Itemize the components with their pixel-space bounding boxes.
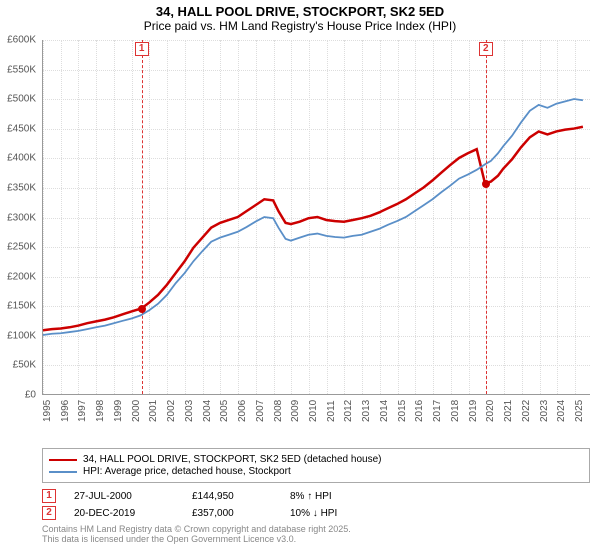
- sale-marker-box: 2: [479, 42, 493, 56]
- legend-swatch: [49, 459, 77, 461]
- sale-marker-line: [486, 40, 487, 394]
- y-tick-label: £350K: [7, 182, 36, 193]
- x-tick-label: 2009: [290, 400, 301, 422]
- chart-container: 34, HALL POOL DRIVE, STOCKPORT, SK2 5ED …: [0, 0, 600, 560]
- x-tick-label: 2021: [503, 400, 514, 422]
- sale-dot: [138, 305, 146, 313]
- y-axis: £0£50K£100K£150K£200K£250K£300K£350K£400…: [0, 40, 40, 395]
- legend-box: 34, HALL POOL DRIVE, STOCKPORT, SK2 5ED …: [42, 448, 590, 483]
- x-tick-label: 2017: [432, 400, 443, 422]
- y-tick-label: £50K: [13, 360, 36, 371]
- sale-number-box: 2: [42, 506, 56, 520]
- legend-label: 34, HALL POOL DRIVE, STOCKPORT, SK2 5ED …: [83, 454, 381, 465]
- x-tick-label: 2008: [273, 400, 284, 422]
- x-tick-label: 2006: [237, 400, 248, 422]
- x-tick-label: 2007: [255, 400, 266, 422]
- y-tick-label: £500K: [7, 94, 36, 105]
- x-tick-label: 2016: [414, 400, 425, 422]
- attribution-line2: This data is licensed under the Open Gov…: [42, 534, 590, 544]
- x-axis: 1995 1996 1997 1998 1999 2000 2001 2002 2003 2004…: [42, 398, 590, 448]
- title-block: 34, HALL POOL DRIVE, STOCKPORT, SK2 5ED …: [0, 0, 600, 35]
- legend-row: HPI: Average price, detached house, Stoc…: [49, 466, 583, 477]
- sale-marker-box: 1: [135, 42, 149, 56]
- sale-number-box: 1: [42, 489, 56, 503]
- x-tick-label: 2018: [450, 400, 461, 422]
- sale-row: 2 20-DEC-2019 £357,000 10% ↓ HPI: [42, 506, 590, 520]
- y-tick-label: £250K: [7, 242, 36, 253]
- sale-date: 27-JUL-2000: [74, 491, 174, 502]
- y-tick-label: £400K: [7, 153, 36, 164]
- x-tick-label: 2022: [521, 400, 532, 422]
- x-tick-label: 2004: [202, 400, 213, 422]
- sale-row: 1 27-JUL-2000 £144,950 8% ↑ HPI: [42, 489, 590, 503]
- x-tick-label: 2005: [219, 400, 230, 422]
- x-tick-label: 2013: [361, 400, 372, 422]
- y-tick-label: £200K: [7, 271, 36, 282]
- x-tick-label: 2003: [184, 400, 195, 422]
- attribution: Contains HM Land Registry data © Crown c…: [42, 524, 590, 544]
- sale-price: £144,950: [192, 491, 272, 502]
- x-tick-label: 2020: [485, 400, 496, 422]
- x-tick-label: 1999: [113, 400, 124, 422]
- chart-lines: [43, 40, 590, 394]
- x-tick-label: 2024: [556, 400, 567, 422]
- sale-vs-hpi: 10% ↓ HPI: [290, 508, 390, 519]
- sale-price: £357,000: [192, 508, 272, 519]
- x-tick-label: 2011: [326, 400, 337, 422]
- x-tick-label: 2015: [397, 400, 408, 422]
- x-tick-label: 1995: [42, 400, 53, 422]
- sale-marker-line: [142, 40, 143, 394]
- y-tick-label: £450K: [7, 123, 36, 134]
- legend-swatch: [49, 471, 77, 473]
- x-tick-label: 1996: [60, 400, 71, 422]
- y-tick-label: £100K: [7, 330, 36, 341]
- y-tick-label: £300K: [7, 212, 36, 223]
- x-tick-label: 2012: [343, 400, 354, 422]
- sale-vs-hpi: 8% ↑ HPI: [290, 491, 390, 502]
- legend-label: HPI: Average price, detached house, Stoc…: [83, 466, 291, 477]
- sale-date: 20-DEC-2019: [74, 508, 174, 519]
- x-tick-label: 2002: [166, 400, 177, 422]
- legend-section: 34, HALL POOL DRIVE, STOCKPORT, SK2 5ED …: [42, 448, 590, 544]
- legend-row: 34, HALL POOL DRIVE, STOCKPORT, SK2 5ED …: [49, 454, 583, 465]
- plot-area: 12: [42, 40, 590, 395]
- chart-subtitle: Price paid vs. HM Land Registry's House …: [0, 19, 600, 33]
- x-tick-label: 2025: [574, 400, 585, 422]
- y-tick-label: £0: [25, 390, 36, 401]
- x-tick-label: 2014: [379, 400, 390, 422]
- x-tick-label: 1998: [95, 400, 106, 422]
- x-tick-label: 2000: [131, 400, 142, 422]
- x-tick-label: 2010: [308, 400, 319, 422]
- series-line: [43, 127, 583, 331]
- sales-table: 1 27-JUL-2000 £144,950 8% ↑ HPI 2 20-DEC-2019…: [42, 489, 590, 520]
- x-tick-label: 2019: [468, 400, 479, 422]
- y-tick-label: £600K: [7, 35, 36, 46]
- chart-title: 34, HALL POOL DRIVE, STOCKPORT, SK2 5ED: [0, 4, 600, 19]
- sale-dot: [482, 180, 490, 188]
- y-tick-label: £150K: [7, 301, 36, 312]
- y-tick-label: £550K: [7, 64, 36, 75]
- x-tick-label: 1997: [77, 400, 88, 422]
- x-tick-label: 2023: [539, 400, 550, 422]
- x-tick-label: 2001: [148, 400, 159, 422]
- attribution-line1: Contains HM Land Registry data © Crown c…: [42, 524, 590, 534]
